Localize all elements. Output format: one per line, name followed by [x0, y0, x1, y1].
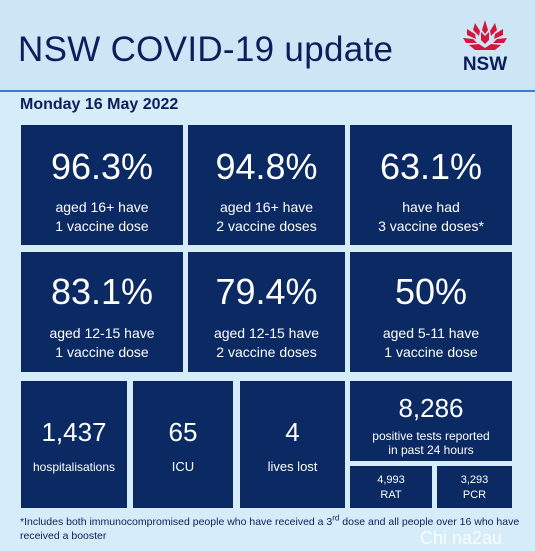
tile-value: 65: [168, 417, 198, 447]
tile-lives-lost: 4 lives lost: [240, 381, 345, 508]
footnote-part1: *Includes both immunocompromised people …: [20, 516, 333, 528]
tile-12-15-1-dose: 83.1% aged 12-15 have 1 vaccine dose: [21, 252, 183, 372]
tile-positive-tests: 8,286 positive tests reported in past 24…: [350, 381, 512, 461]
tile-pcr: 3,293 PCR: [437, 466, 512, 508]
nsw-logo: NSW: [455, 18, 515, 78]
tile-caption-line2: 3 vaccine doses*: [378, 218, 484, 234]
tile-value: 79.4%: [215, 271, 318, 312]
tile-caption-line2: in past 24 hours: [388, 443, 474, 457]
tile-3-doses: 63.1% have had 3 vaccine doses*: [350, 125, 512, 245]
tile-value: 3,293: [460, 474, 489, 486]
tile-label: RAT: [380, 489, 402, 501]
tile-value: 63.1%: [379, 146, 483, 187]
tile-label: ICU: [171, 459, 195, 474]
tile-value: 83.1%: [50, 271, 154, 312]
tile-5-11-1-dose: 50% aged 5-11 have 1 vaccine dose: [350, 252, 512, 372]
tile-label: lives lost: [267, 459, 318, 474]
footnote-superscript: rd: [332, 513, 340, 523]
tile-caption-line1: aged 16+ have: [219, 199, 314, 215]
tile-label: hospitalisations: [32, 460, 116, 474]
tile-caption-line1: aged 5-11 have: [382, 325, 480, 341]
tile-value: 94.8%: [215, 146, 318, 187]
tile-16plus-1-dose: 96.3% aged 16+ have 1 vaccine dose: [21, 125, 183, 245]
tile-caption-line2: 2 vaccine doses: [216, 344, 317, 360]
tile-hospitalisations: 1,437 hospitalisations: [21, 381, 127, 508]
tile-label: PCR: [462, 489, 487, 501]
tile-rat: 4,993 RAT: [350, 466, 432, 508]
tile-caption-line2: 1 vaccine dose: [384, 344, 478, 360]
tile-16plus-2-doses: 94.8% aged 16+ have 2 vaccine doses: [188, 125, 345, 245]
tile-12-15-2-doses: 79.4% aged 12-15 have 2 vaccine doses: [188, 252, 345, 372]
tile-caption-line1: positive tests reported: [372, 429, 490, 443]
footnote-part2: dose and all people over 16 who have rec…: [20, 516, 520, 542]
tile-value: 4,993: [377, 474, 405, 486]
tile-value: 96.3%: [50, 146, 154, 187]
tile-value: 4: [285, 417, 300, 447]
tile-icu: 65 ICU: [133, 381, 233, 508]
watermark: Chi na2au: [420, 528, 503, 548]
tile-caption-line2: 2 vaccine doses: [216, 218, 317, 234]
tile-caption-line1: aged 12-15 have: [49, 325, 155, 341]
logo-text: NSW: [462, 54, 508, 75]
tile-value: 8,286: [398, 393, 464, 423]
report-date: Monday 16 May 2022: [20, 96, 179, 113]
page-title: NSW COVID-19 update: [18, 30, 394, 69]
tile-caption-line2: 1 vaccine dose: [55, 218, 149, 234]
footnote: *Includes both immunocompromised people …: [20, 513, 520, 543]
tile-value: 1,437: [41, 417, 107, 447]
header-divider: [0, 90, 535, 92]
header-banner: NSW COVID-19 update NSW: [0, 0, 535, 90]
tile-caption-line1: have had: [402, 199, 460, 215]
tile-value: 50%: [394, 271, 468, 312]
tile-caption-line1: aged 16+ have: [55, 199, 149, 215]
tile-caption-line1: aged 12-15 have: [213, 325, 320, 341]
tile-caption-line2: 1 vaccine dose: [55, 344, 149, 360]
waratah-icon: [463, 20, 507, 50]
